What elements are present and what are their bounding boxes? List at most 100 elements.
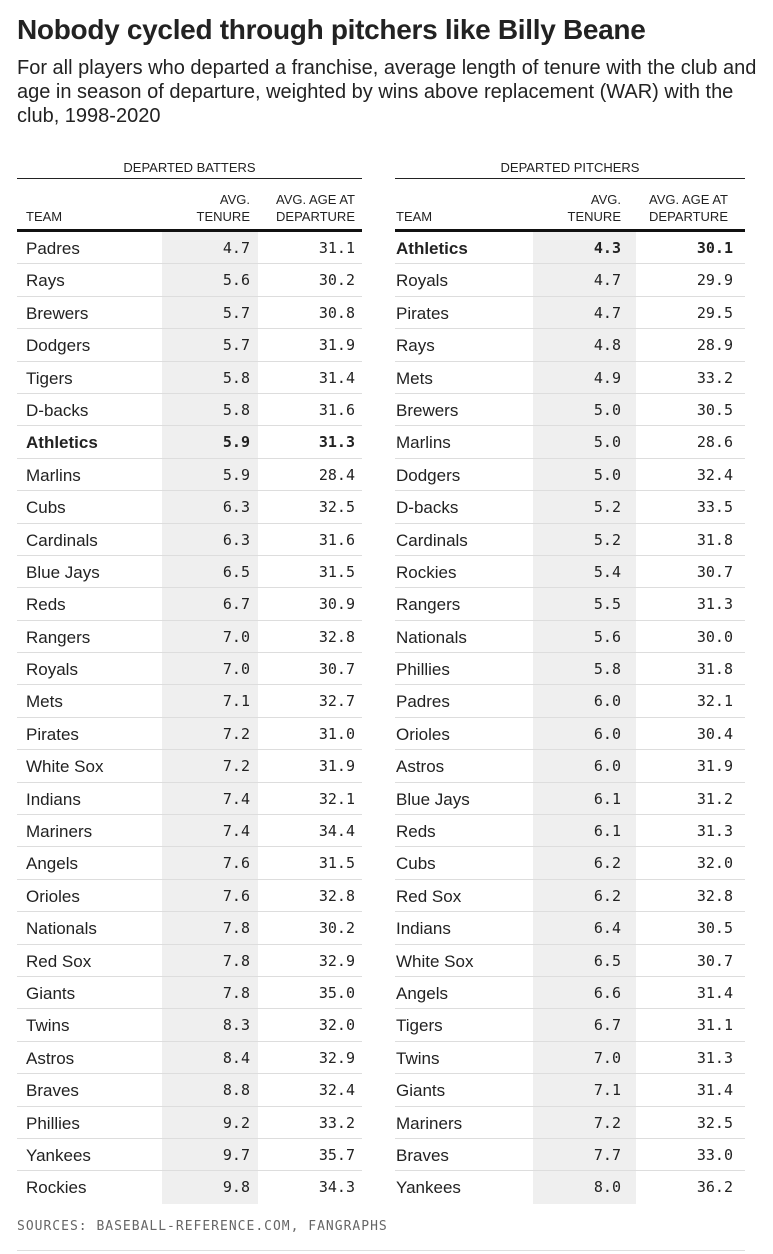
tenure-shade xyxy=(162,296,258,329)
table-row: D-backs 5.8 31.6 xyxy=(17,393,362,427)
team-cell: Red Sox xyxy=(396,886,462,906)
tenure-shade xyxy=(162,555,258,588)
team-cell: Athletics xyxy=(26,433,98,453)
age-cell: 30.2 xyxy=(318,271,355,290)
tenure-cell: 6.1 xyxy=(593,822,621,841)
team-cell: D-backs xyxy=(396,498,459,518)
age-cell: 29.9 xyxy=(696,271,733,290)
tenure-cell: 5.2 xyxy=(593,530,621,549)
age-cell: 31.9 xyxy=(318,757,355,776)
table-row: Yankees 9.7 35.7 xyxy=(17,1138,362,1172)
team-cell: Braves xyxy=(26,1081,79,1101)
tenure-cell: 8.8 xyxy=(222,1081,250,1100)
tenure-cell: 5.6 xyxy=(222,271,250,290)
tenure-cell: 5.9 xyxy=(222,465,250,484)
team-cell: Rangers xyxy=(26,627,91,647)
tenure-cell: 5.5 xyxy=(593,595,621,614)
tenure-shade xyxy=(162,264,258,296)
table-row: Tigers 5.8 31.4 xyxy=(17,361,362,394)
age-cell: 32.0 xyxy=(696,854,733,873)
table-row: Phillies 9.2 33.2 xyxy=(17,1106,362,1139)
tenure-cell: 8.0 xyxy=(593,1178,621,1197)
team-cell: Phillies xyxy=(26,1113,80,1133)
age-cell: 32.4 xyxy=(318,1081,355,1100)
age-column-header: AVG. AGE AT DEPARTURE xyxy=(649,192,728,224)
team-cell: Royals xyxy=(26,660,78,680)
tenure-cell: 7.4 xyxy=(222,822,250,841)
table-row: Orioles 7.6 32.8 xyxy=(17,879,362,913)
team-cell: Brewers xyxy=(26,303,89,323)
chart-title: Nobody cycled through pitchers like Bill… xyxy=(17,14,646,45)
table-row: Braves 8.8 32.4 xyxy=(17,1074,362,1107)
tenure-cell: 7.2 xyxy=(222,757,250,776)
team-cell: Cubs xyxy=(26,498,66,518)
tenure-shade xyxy=(162,847,258,879)
table-row: Dodgers 5.0 32.4 xyxy=(395,458,745,492)
tenure-shade xyxy=(162,458,258,491)
table-row: Dodgers 5.7 31.9 xyxy=(17,329,362,362)
table-row: Mets 4.9 33.2 xyxy=(395,361,745,394)
tenure-shade xyxy=(162,232,258,264)
table-row: Cardinals 6.3 31.6 xyxy=(17,523,362,556)
tenure-shade xyxy=(162,685,258,717)
tenure-cell: 7.8 xyxy=(222,983,250,1002)
tenure-cell: 4.7 xyxy=(593,303,621,322)
age-cell: 30.8 xyxy=(318,303,355,322)
table-row: D-backs 5.2 33.5 xyxy=(395,491,745,524)
tenure-shade xyxy=(162,750,258,782)
table-row: Royals 7.0 30.7 xyxy=(17,653,362,686)
tenure-cell: 6.7 xyxy=(222,595,250,614)
team-cell: Tigers xyxy=(26,368,73,388)
team-cell: Orioles xyxy=(26,886,80,906)
tenure-shade xyxy=(533,782,636,815)
table-row: Marlins 5.9 28.4 xyxy=(17,458,362,492)
table-row: Rangers 7.0 32.8 xyxy=(17,620,362,654)
table-row: Royals 4.7 29.9 xyxy=(395,264,745,297)
age-cell: 31.8 xyxy=(696,530,733,549)
tenure-cell: 6.2 xyxy=(593,886,621,905)
table-row: Pirates 4.7 29.5 xyxy=(395,296,745,330)
table-row: Marlins 5.0 28.6 xyxy=(395,426,745,459)
tenure-cell: 7.1 xyxy=(593,1081,621,1100)
tenure-shade xyxy=(533,296,636,329)
age-cell: 30.5 xyxy=(696,400,733,419)
team-cell: Red Sox xyxy=(26,951,92,971)
tenure-shade xyxy=(162,1138,258,1171)
tenure-shade xyxy=(533,361,636,393)
tenure-shade xyxy=(162,1009,258,1041)
table-row: Cubs 6.2 32.0 xyxy=(395,847,745,880)
table-row: Indians 6.4 30.5 xyxy=(395,912,745,945)
team-cell: Tigers xyxy=(396,1016,443,1036)
tenure-cell: 5.6 xyxy=(593,627,621,646)
table-row: Giants 7.8 35.0 xyxy=(17,976,362,1010)
tenure-shade xyxy=(533,976,636,1009)
team-cell: Mets xyxy=(396,368,433,388)
table-row: Mariners 7.2 32.5 xyxy=(395,1106,745,1139)
tenure-shade xyxy=(162,329,258,361)
age-cell: 31.3 xyxy=(696,1048,733,1067)
table-row: Rockies 5.4 30.7 xyxy=(395,555,745,589)
tenure-shade xyxy=(533,426,636,458)
age-cell: 32.8 xyxy=(318,886,355,905)
team-cell: Mets xyxy=(26,692,63,712)
tenure-cell: 5.8 xyxy=(222,400,250,419)
team-cell: Orioles xyxy=(396,724,450,744)
age-cell: 31.9 xyxy=(318,336,355,355)
table-row: Athletics 5.9 31.3 xyxy=(17,426,362,459)
team-cell: Nationals xyxy=(396,627,467,647)
team-cell: Brewers xyxy=(396,400,459,420)
team-cell: Twins xyxy=(396,1048,440,1068)
table-row: Giants 7.1 31.4 xyxy=(395,1074,745,1107)
age-cell: 31.4 xyxy=(696,1081,733,1100)
table-row: Phillies 5.8 31.8 xyxy=(395,653,745,686)
team-cell: Blue Jays xyxy=(26,562,100,582)
tenure-cell: 7.6 xyxy=(222,854,250,873)
tenure-cell: 8.4 xyxy=(222,1048,250,1067)
tenure-shade xyxy=(533,491,636,523)
tenure-shade xyxy=(533,912,636,944)
team-cell: Nationals xyxy=(26,919,97,939)
table-row: Nationals 7.8 30.2 xyxy=(17,912,362,945)
age-cell: 28.6 xyxy=(696,433,733,452)
tenure-cell: 5.7 xyxy=(222,336,250,355)
table-row: Cubs 6.3 32.5 xyxy=(17,491,362,524)
